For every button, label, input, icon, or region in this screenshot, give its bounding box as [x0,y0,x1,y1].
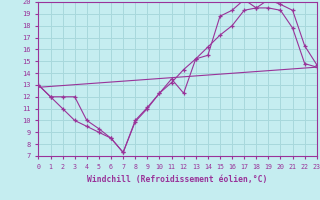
X-axis label: Windchill (Refroidissement éolien,°C): Windchill (Refroidissement éolien,°C) [87,175,268,184]
